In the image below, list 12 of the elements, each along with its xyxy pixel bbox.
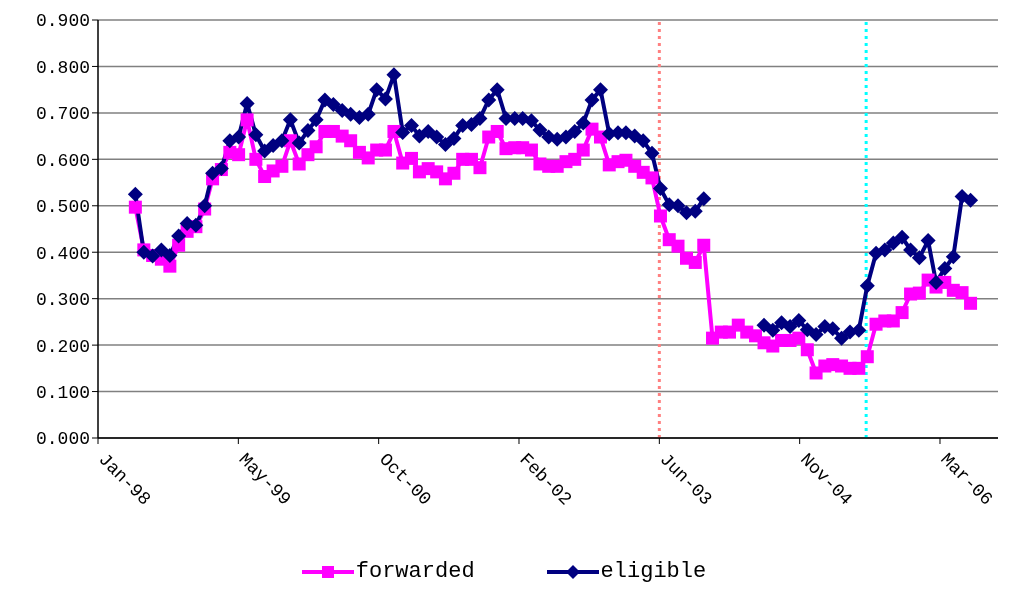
y-tick-label: 0.100: [35, 382, 90, 403]
y-tick-label: 0.600: [35, 150, 90, 171]
y-tick-label: 0.200: [35, 336, 90, 357]
y-tick-label: 0.400: [35, 243, 90, 264]
y-tick-label: 0.900: [35, 11, 90, 32]
y-tick-label: 0.300: [35, 290, 90, 311]
y-tick-label: 0.500: [35, 197, 90, 218]
y-tick-label: 0.000: [35, 429, 90, 450]
y-tick-label: 0.800: [35, 57, 90, 78]
legend-label: forwarded: [355, 559, 475, 584]
y-tick-label: 0.700: [35, 104, 90, 125]
legend-label: eligible: [600, 559, 707, 584]
